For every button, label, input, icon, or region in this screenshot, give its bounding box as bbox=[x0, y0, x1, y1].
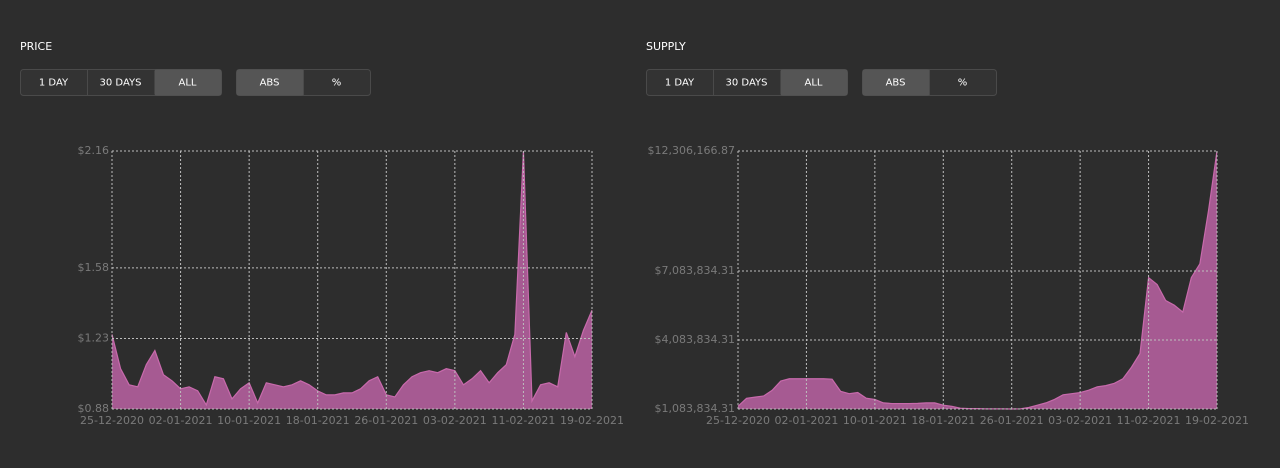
y-tick-label: $12,306,166.87 bbox=[648, 144, 735, 157]
button-active[interactable] bbox=[862, 69, 930, 96]
button-label[interactable]: 1 DAY bbox=[39, 78, 69, 89]
x-tick-label: 02-01-2021 bbox=[774, 414, 838, 427]
button-label[interactable]: ALL bbox=[805, 78, 823, 89]
button-label[interactable]: ABS bbox=[886, 78, 906, 89]
x-tick-label: 26-01-2021 bbox=[354, 414, 418, 427]
area-line bbox=[111, 150, 593, 407]
panel-title: PRICE bbox=[20, 40, 52, 53]
x-tick-label: 03-02-2021 bbox=[423, 414, 487, 427]
button-label[interactable]: % bbox=[332, 78, 342, 89]
area bbox=[112, 151, 592, 409]
x-tick-label: 02-01-2021 bbox=[149, 414, 213, 427]
x-tick-label: 10-01-2021 bbox=[843, 414, 907, 427]
x-tick-label: 18-01-2021 bbox=[911, 414, 975, 427]
y-tick-label: $4,083,834.31 bbox=[655, 333, 735, 346]
button-label[interactable]: % bbox=[958, 78, 968, 89]
x-tick-label: 26-01-2021 bbox=[980, 414, 1044, 427]
x-tick-label: 19-02-2021 bbox=[560, 414, 624, 427]
button-label[interactable]: 30 DAYS bbox=[726, 78, 768, 89]
x-tick-label: 18-01-2021 bbox=[286, 414, 350, 427]
button-label[interactable]: 30 DAYS bbox=[100, 78, 142, 89]
button-label[interactable]: ALL bbox=[179, 78, 197, 89]
button-active[interactable] bbox=[780, 69, 848, 96]
button-label[interactable]: 1 DAY bbox=[665, 78, 695, 89]
x-tick-label: 25-12-2020 bbox=[706, 414, 770, 427]
button-active[interactable] bbox=[154, 69, 222, 96]
panel-title: SUPPLY bbox=[646, 40, 686, 53]
area bbox=[738, 151, 1217, 409]
y-tick-label: $1.23 bbox=[78, 331, 110, 344]
x-tick-label: 19-02-2021 bbox=[1185, 414, 1249, 427]
y-tick-label: $1.58 bbox=[78, 261, 110, 274]
button-label[interactable]: ABS bbox=[260, 78, 280, 89]
area-line bbox=[737, 150, 1218, 410]
button-active[interactable] bbox=[236, 69, 304, 96]
y-tick-label: $0.88 bbox=[78, 402, 110, 415]
y-tick-label: $7,083,834.31 bbox=[655, 264, 735, 277]
x-tick-label: 10-01-2021 bbox=[217, 414, 281, 427]
y-tick-label: $2.16 bbox=[78, 144, 110, 157]
x-tick-label: 11-02-2021 bbox=[491, 414, 555, 427]
x-tick-label: 03-02-2021 bbox=[1048, 414, 1112, 427]
x-tick-label: 11-02-2021 bbox=[1117, 414, 1181, 427]
y-tick-label: $1,083,834.31 bbox=[655, 402, 735, 415]
x-tick-label: 25-12-2020 bbox=[80, 414, 144, 427]
